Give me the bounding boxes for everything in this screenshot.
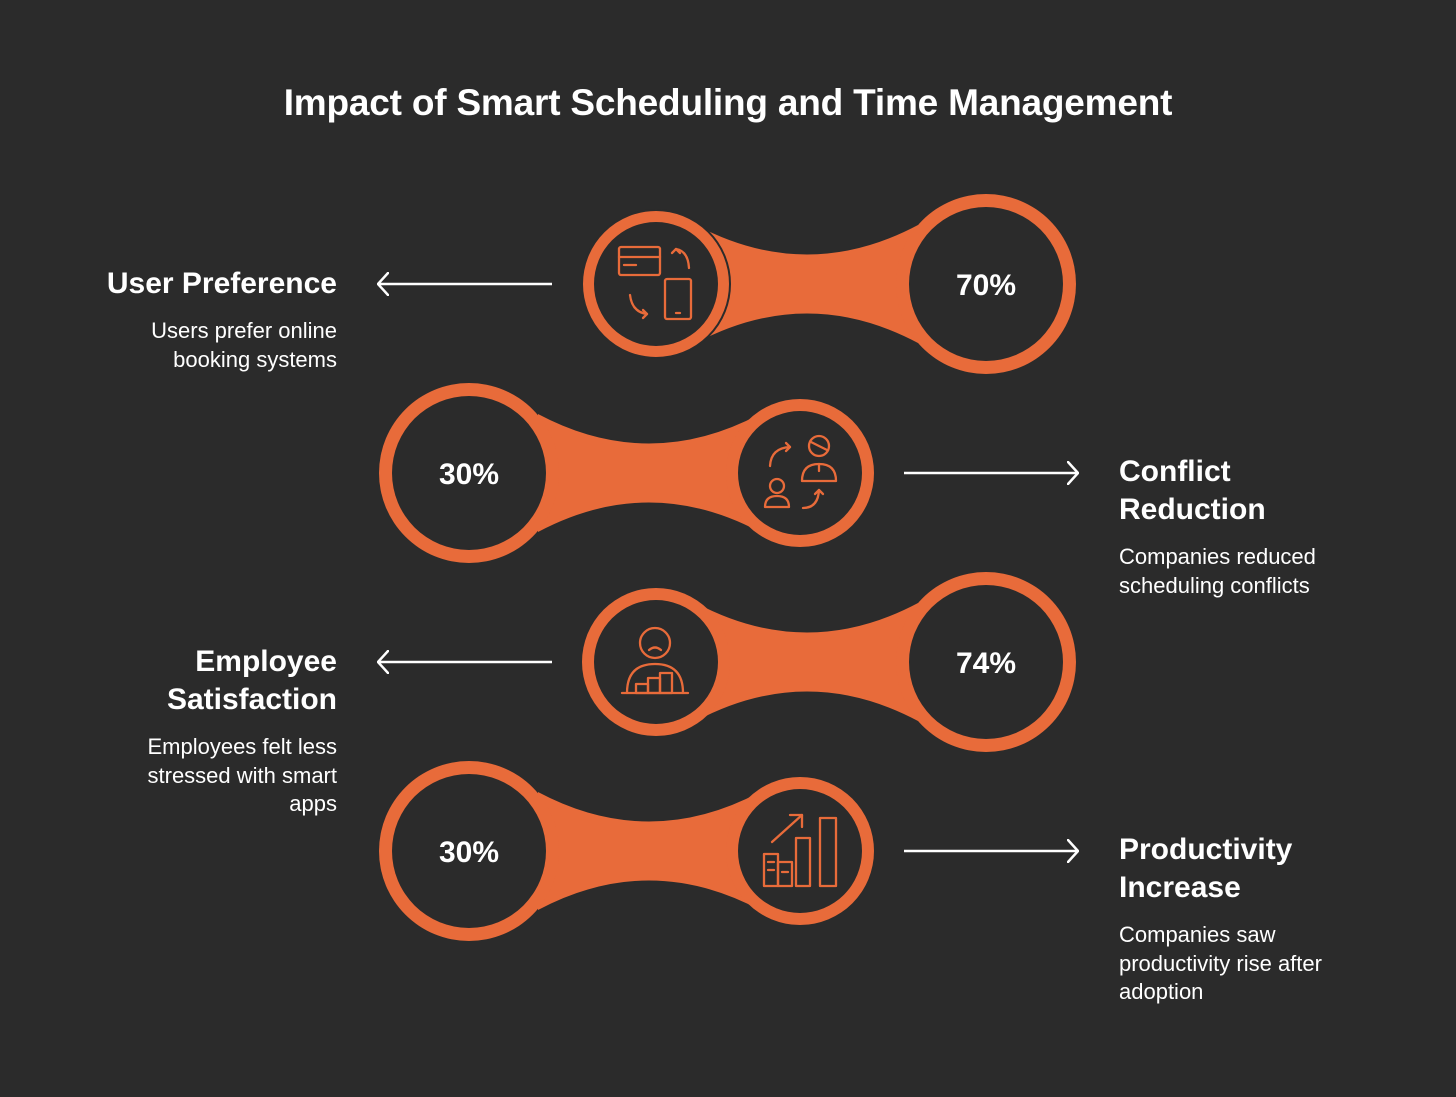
- item-heading: Conflict Reduction: [1119, 455, 1266, 526]
- stat-value-2: 30%: [439, 458, 499, 491]
- people-exchange-icon: [763, 434, 838, 510]
- person-desk-icon: [620, 626, 690, 695]
- item-heading: Productivity Increase: [1119, 833, 1293, 904]
- connector-row-3: [582, 572, 1076, 752]
- page-title: Impact of Smart Scheduling and Time Mana…: [283, 82, 1173, 123]
- label-user-preference: User Preference Users prefer online book…: [17, 265, 337, 374]
- label-employee-satisfaction: Employee Satisfaction Employees felt les…: [17, 643, 337, 819]
- item-description: Users prefer online booking systems: [151, 318, 337, 372]
- item-heading: User Preference: [106, 267, 337, 300]
- item-description: Companies saw productivity rise after ad…: [1119, 922, 1322, 1004]
- stat-value-3: 74%: [956, 647, 1016, 680]
- connector-row-4: [379, 761, 874, 941]
- item-heading: Employee Satisfaction: [166, 645, 337, 716]
- calendar-phone-sync-icon: [617, 245, 693, 321]
- label-conflict-reduction: Conflict Reduction Companies reduced sch…: [1119, 453, 1319, 600]
- item-description: Companies reduced scheduling conflicts: [1119, 544, 1316, 598]
- connector-row-2: [379, 383, 874, 563]
- stat-value-4: 30%: [439, 836, 499, 869]
- growth-chart-icon: [762, 813, 838, 888]
- item-description: Employees felt less stressed with smart …: [147, 734, 337, 816]
- stat-value-1: 70%: [956, 269, 1016, 302]
- label-productivity-increase: Productivity Increase Companies saw prod…: [1119, 831, 1349, 1007]
